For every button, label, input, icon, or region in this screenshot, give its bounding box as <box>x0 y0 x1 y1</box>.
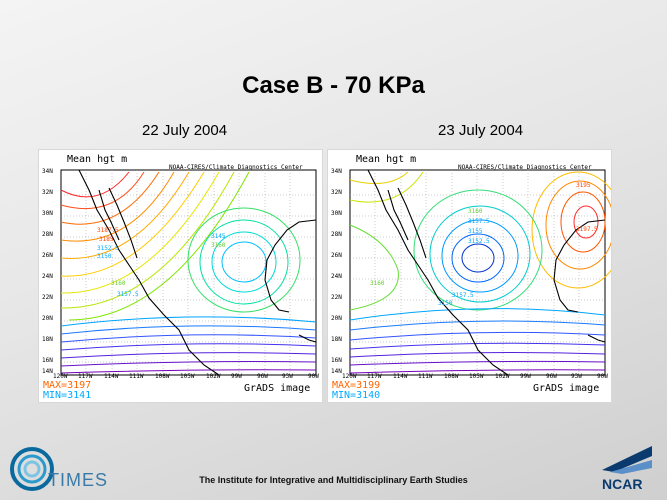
x-tick-label: 108W <box>155 373 170 380</box>
y-tick-label: 30N <box>331 210 342 217</box>
max-value: MAX=3199 <box>332 380 381 391</box>
x-tick-label: 105W <box>469 373 484 380</box>
x-tick-label: 99W <box>520 373 531 380</box>
times-logo-text: TIMES <box>48 470 109 490</box>
y-tick-label: 26N <box>42 252 53 259</box>
y-tick-label: 28N <box>331 231 342 238</box>
contour-label: 3160 <box>111 280 126 287</box>
warm-contours <box>60 171 250 321</box>
min-value: MIN=3140 <box>332 390 381 401</box>
x-tick-label: 96W <box>546 373 557 380</box>
contour-label: 3145 <box>211 233 226 240</box>
source-label: NOAA-CIRES/Climate Diagnostics Center <box>458 164 592 171</box>
x-tick-label: 96W <box>257 373 268 380</box>
x-tick-label: 102W <box>495 373 510 380</box>
swirl-icon <box>10 447 54 491</box>
right-contour-map <box>349 169 611 376</box>
left-height-map: Mean hgt m NOAA-CIRES/Climate Diagnostic… <box>38 149 323 403</box>
source-label: NOAA-CIRES/Climate Diagnostics Center <box>169 164 303 171</box>
x-tick-label: 90W <box>308 373 319 380</box>
y-tick-label: 34N <box>331 168 342 175</box>
contour-label: 3160 <box>468 208 483 215</box>
y-tick-label: 24N <box>331 273 342 280</box>
right-panel-date: 23 July 2004 <box>438 122 524 139</box>
contour-label: 3157.5 <box>468 218 490 225</box>
ncar-mark-icon <box>602 446 652 474</box>
min-value: MIN=3141 <box>43 390 92 401</box>
left-contour-map <box>60 169 317 376</box>
y-tick-label: 14N <box>42 368 53 375</box>
southern-contours <box>60 316 317 374</box>
coastline <box>367 169 606 376</box>
x-tick-label: 120W <box>53 373 68 380</box>
right-height-map: Mean hgt m NOAA-CIRES/Climate Diagnostic… <box>327 149 612 403</box>
x-tick-label: 108W <box>444 373 459 380</box>
ncar-logo-text: NCAR <box>602 476 643 492</box>
coastline <box>78 169 317 376</box>
panel-label: Mean hgt m <box>67 154 128 165</box>
y-tick-label: 34N <box>42 168 53 175</box>
x-tick-label: 111W <box>129 373 144 380</box>
contour-label: 3150 <box>438 300 453 307</box>
low-center-contours <box>413 189 543 311</box>
contour-label: 3152.5 <box>97 245 119 252</box>
grads-label: GrADS image <box>244 383 311 394</box>
contour-label: 3160 <box>211 242 226 249</box>
y-tick-label: 32N <box>42 189 53 196</box>
y-tick-label: 14N <box>331 368 342 375</box>
contour-label: 3155 <box>468 228 483 235</box>
y-tick-label: 20N <box>331 315 342 322</box>
y-tick-label: 26N <box>331 252 342 259</box>
x-tick-label: 117W <box>367 373 382 380</box>
x-tick-label: 105W <box>180 373 195 380</box>
footer-institute: The Institute for Integrative and Multid… <box>199 475 468 485</box>
slide-title: Case B - 70 KPa <box>242 72 425 99</box>
x-tick-label: 102W <box>206 373 221 380</box>
max-value: MAX=3197 <box>43 380 92 391</box>
x-tick-label: 114W <box>104 373 119 380</box>
y-tick-label: 16N <box>331 357 342 364</box>
contour-label: 3152.5 <box>468 238 490 245</box>
x-tick-label: 111W <box>418 373 433 380</box>
contour-label: 3197.5 <box>576 226 598 233</box>
contour-label: 3157.5 <box>117 291 139 298</box>
x-tick-label: 93W <box>282 373 293 380</box>
western-contours <box>349 171 424 311</box>
grads-label: GrADS image <box>533 383 600 394</box>
contour-label: 3150 <box>97 253 112 260</box>
low-center-contours <box>187 207 301 313</box>
x-tick-label: 114W <box>393 373 408 380</box>
contour-label: 3195 <box>576 182 591 189</box>
y-tick-label: 20N <box>42 315 53 322</box>
y-tick-label: 18N <box>42 336 53 343</box>
high-center-contours <box>531 171 611 289</box>
x-tick-label: 99W <box>231 373 242 380</box>
y-tick-label: 30N <box>42 210 53 217</box>
y-tick-label: 32N <box>331 189 342 196</box>
contour-label: 3157.5 <box>452 292 474 299</box>
y-tick-label: 22N <box>42 294 53 301</box>
contour-label: 3160 <box>370 280 385 287</box>
y-tick-label: 22N <box>331 294 342 301</box>
times-logo: TIMES <box>8 444 108 494</box>
left-panel-date: 22 July 2004 <box>142 122 228 139</box>
y-tick-label: 18N <box>331 336 342 343</box>
y-tick-label: 28N <box>42 231 53 238</box>
contour-label: 3185 <box>99 236 114 243</box>
contour-label: 3187.5 <box>97 227 119 234</box>
x-tick-label: 90W <box>597 373 608 380</box>
y-tick-label: 16N <box>42 357 53 364</box>
panel-label: Mean hgt m <box>356 154 417 165</box>
x-tick-label: 120W <box>342 373 357 380</box>
ncar-logo: NCAR <box>592 442 660 494</box>
southern-contours <box>349 308 606 374</box>
x-tick-label: 93W <box>571 373 582 380</box>
x-tick-label: 117W <box>78 373 93 380</box>
y-tick-label: 24N <box>42 273 53 280</box>
